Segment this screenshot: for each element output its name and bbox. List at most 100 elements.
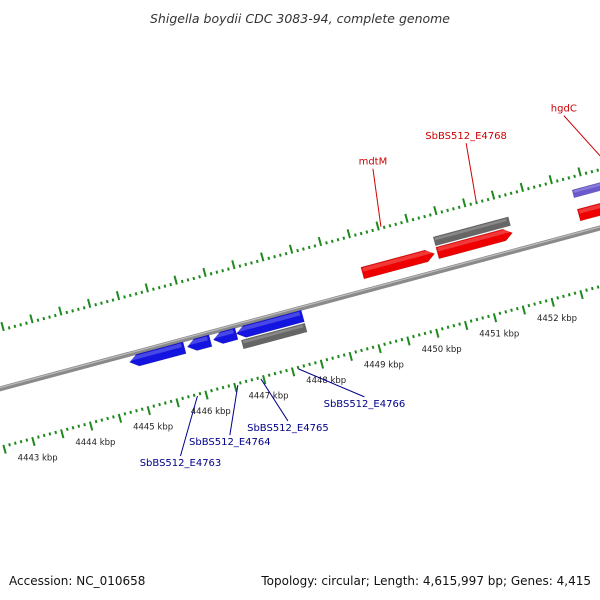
feature-cds (576, 202, 600, 222)
feature-highlight (362, 249, 432, 272)
tick-label: 4443 kbp (18, 453, 58, 463)
outer-tick (590, 169, 594, 174)
inner-tick (371, 345, 375, 350)
inner-tick (262, 375, 267, 385)
outer-tick (157, 285, 161, 290)
label-leader-line (465, 143, 477, 202)
accession-text: Accession: NC_010658 (9, 574, 146, 588)
tick-label: 4444 kbp (75, 438, 115, 448)
feature-misc (571, 182, 600, 199)
inner-tick (106, 416, 109, 421)
outer-tick (255, 259, 259, 264)
tick-label: 4452 kbp (537, 314, 577, 324)
label-leader-line (298, 368, 365, 398)
outer-tick (58, 306, 63, 316)
inner-tick (290, 367, 296, 377)
label-leader-line (260, 378, 289, 422)
gene-label: SbBS512_E4763 (140, 458, 222, 469)
outer-tick (231, 260, 236, 270)
inner-tick (383, 342, 386, 346)
tick-labels: 4443 kbp 4444 kbp 4445 kbp 4446 kbp 4447 kbp… (18, 314, 577, 463)
outer-tick (490, 190, 496, 200)
inner-tick (54, 430, 58, 435)
outer-tick (475, 200, 478, 205)
inner-tick (25, 438, 29, 442)
outer-tick (307, 245, 311, 250)
tick-label: 4449 kbp (364, 361, 404, 371)
outer-tick (144, 283, 149, 293)
outer-tick (227, 267, 230, 271)
outer-tick (134, 292, 138, 296)
inner-tick (129, 410, 133, 414)
feature-highlight (578, 204, 600, 214)
inner-tick (65, 427, 69, 432)
inner-tick (544, 299, 548, 303)
outer-tick (457, 205, 461, 209)
outer-tick (567, 176, 571, 180)
inner-tick (579, 289, 584, 300)
outer-tick (411, 217, 415, 222)
inner-tick (319, 359, 325, 369)
outer-tick (48, 315, 51, 319)
label-leader-line (563, 115, 600, 157)
outer-tick (527, 186, 530, 191)
outer-tick (509, 191, 513, 196)
outer-tick (346, 229, 351, 239)
label-leader-line (179, 395, 198, 457)
outer-tick (87, 298, 92, 308)
inner-tick (331, 356, 335, 360)
outer-tick (13, 324, 17, 329)
inner-tick (279, 370, 283, 374)
feature-cds (186, 334, 213, 351)
map-title: Shigella boydii CDC 3083-94, complete ge… (150, 11, 450, 26)
outer-tick (77, 307, 80, 312)
feature-highlight (236, 311, 301, 333)
inner-tick (256, 376, 260, 380)
inner-tick (487, 314, 490, 319)
outer-tick (336, 238, 340, 242)
outer-tick (353, 233, 357, 237)
inner-tick (152, 404, 156, 408)
inner-tick (417, 333, 421, 337)
outer-tick (388, 224, 392, 228)
feature-highlight (437, 228, 510, 252)
outer-tick (446, 208, 450, 213)
inner-tick (100, 418, 104, 422)
feature-highlight (573, 183, 600, 193)
inner-tick (469, 319, 473, 323)
inner-tick (221, 385, 225, 390)
outer-tick (198, 275, 201, 279)
outer-tick (400, 221, 403, 225)
inner-tick (527, 303, 531, 308)
inner-tick (175, 398, 180, 408)
inner-tick (204, 390, 209, 400)
outer-tick (365, 230, 369, 234)
outer-tick (100, 301, 103, 305)
inner-tick (596, 285, 600, 289)
feature-cds (129, 341, 187, 367)
outer-tick (94, 302, 98, 307)
outer-tick (548, 175, 553, 185)
feature-highlight (434, 218, 507, 241)
outer-tick (123, 295, 126, 299)
feature-gene (240, 322, 308, 350)
inner-tick (48, 432, 52, 436)
inner-tick (440, 327, 444, 331)
outer-tick (53, 313, 57, 318)
inner-tick (181, 396, 185, 401)
gene-label: SbBS512_E4764 (189, 437, 271, 448)
inner-tick (163, 401, 167, 405)
inner-tick (13, 441, 17, 445)
inner-tick (210, 388, 213, 393)
inner-tick (37, 435, 40, 439)
inner-tick (244, 379, 248, 384)
outer-tick (573, 174, 576, 179)
genome-summary-text: Topology: circular; Length: 4,615,997 bp… (261, 574, 591, 588)
label-leader-line (372, 168, 382, 227)
outer-tick (0, 321, 5, 332)
inner-tick (515, 306, 519, 311)
inner-tick (446, 325, 450, 329)
outer-tick (561, 177, 565, 182)
inner-tick (389, 340, 392, 345)
